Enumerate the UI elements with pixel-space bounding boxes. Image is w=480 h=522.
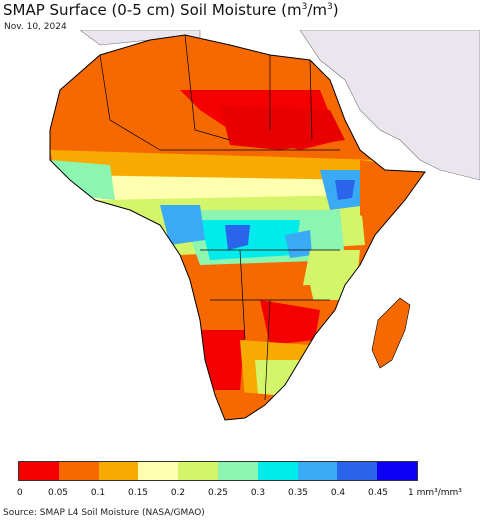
legend-tick-label: 0.3 xyxy=(250,488,266,498)
legend-tick-label: 0.45 xyxy=(367,488,389,498)
legend-ticks: 0 0.05 0.1 0.15 0.2 0.25 0.3 0.35 0.4 0.45 xyxy=(0,488,480,502)
legend-swatch xyxy=(217,462,258,480)
legend-swatch xyxy=(19,462,59,480)
africa-outline xyxy=(49,34,426,421)
legend-tick-label: 0.25 xyxy=(207,488,229,498)
legend-unit: 1 mm³/mm³ xyxy=(408,488,462,498)
legend-tick-label: 0.15 xyxy=(127,488,149,498)
legend-swatch xyxy=(98,462,139,480)
country-borders xyxy=(99,34,340,401)
legend-swatch xyxy=(297,462,338,480)
color-legend xyxy=(18,461,418,481)
legend-tick-label: 0.05 xyxy=(47,488,69,498)
middle-east-landmass xyxy=(299,30,480,181)
legend-swatch xyxy=(377,462,417,480)
madagascar xyxy=(371,297,411,369)
legend-tick-label: 0.2 xyxy=(170,488,186,498)
legend-tick-label: 0.4 xyxy=(330,488,346,498)
legend-swatch xyxy=(58,462,99,480)
map-title: SMAP Surface (0-5 cm) Soil Moisture (m3/… xyxy=(3,1,339,19)
legend-swatch xyxy=(257,462,298,480)
source-credit: Source: SMAP L4 Soil Moisture (NASA/GMAO… xyxy=(3,508,205,518)
legend-tick-label: 0.1 xyxy=(90,488,106,498)
legend-swatch xyxy=(138,462,179,480)
soil-moisture-map xyxy=(49,30,480,421)
legend-tick-label: 0 xyxy=(16,488,23,498)
legend-tick-label: 0.35 xyxy=(287,488,309,498)
legend-swatch xyxy=(178,462,218,480)
legend-swatch xyxy=(337,462,378,480)
map-date: Nov. 10, 2024 xyxy=(4,22,67,32)
